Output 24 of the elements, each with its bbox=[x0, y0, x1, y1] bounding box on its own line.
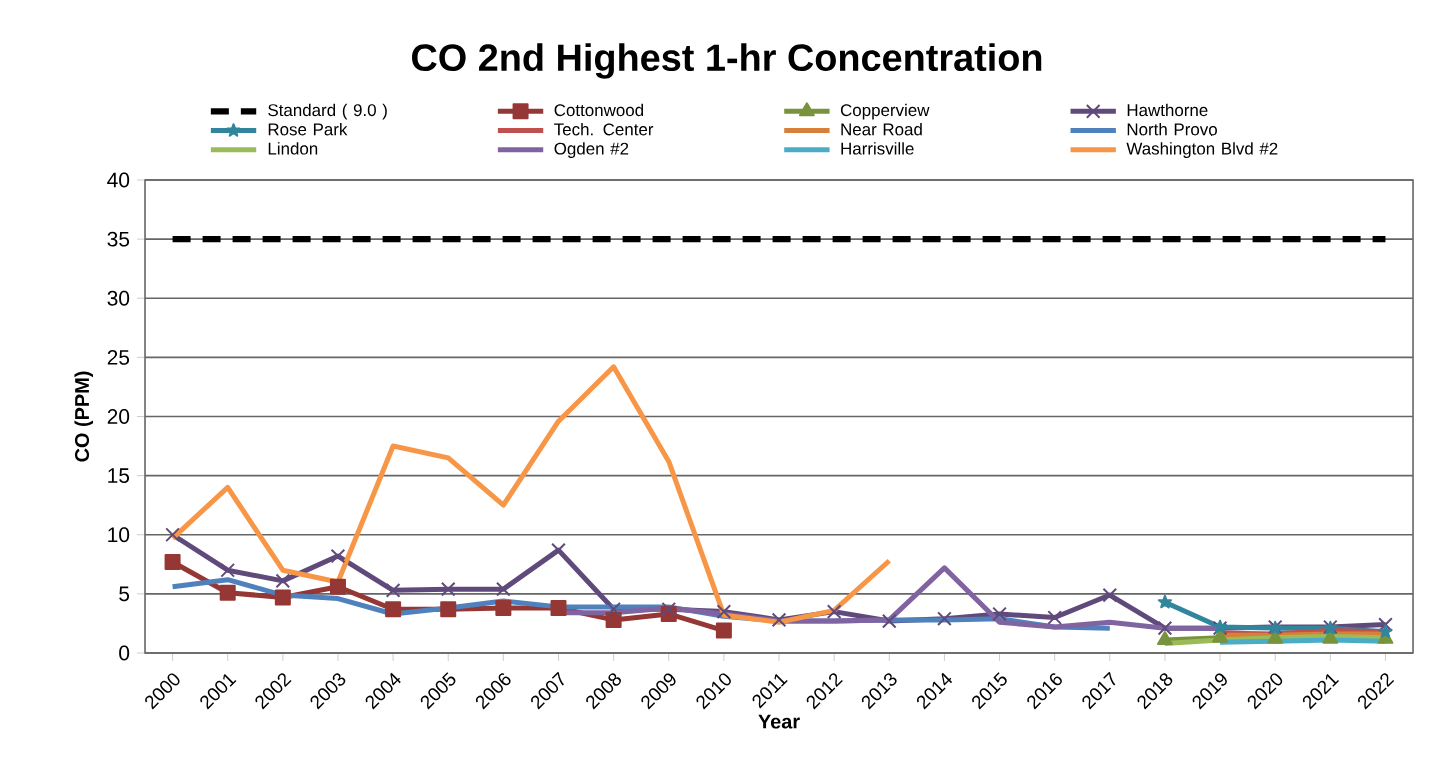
y-tick-label: 15 bbox=[108, 468, 130, 483]
y-tick-label: 30 bbox=[107, 290, 130, 306]
legend-label: Washington Blvd #2 bbox=[1126, 142, 1278, 158]
y-tick-label: 40 bbox=[107, 172, 130, 188]
y-tick-label: 25 bbox=[107, 349, 130, 365]
legend-label: Standard ( 9.0 ) bbox=[268, 103, 387, 120]
x-axis-title: Year bbox=[758, 714, 800, 729]
y-tick-label: 10 bbox=[108, 527, 130, 543]
y-tick-label: 35 bbox=[107, 231, 130, 247]
legend-label: Hawthorne bbox=[1127, 103, 1208, 117]
y-tick-label: 20 bbox=[107, 409, 130, 424]
y-axis-title: CO (PPM) bbox=[74, 371, 94, 462]
legend-label: Lindon bbox=[268, 142, 318, 155]
y-tick-label: 5 bbox=[119, 586, 130, 602]
legend-label: Ogden #2 bbox=[554, 142, 629, 158]
legend-label: North Provo bbox=[1127, 122, 1217, 136]
legend-label: Cottonwood bbox=[554, 103, 644, 117]
chart-title: CO 2nd Highest 1-hr Concentration bbox=[412, 43, 1042, 79]
legend-label: Harrisville bbox=[841, 142, 914, 155]
legend-label: Near Road bbox=[841, 122, 922, 136]
legend-label: Tech. Center bbox=[554, 122, 654, 136]
legend-label: Copperview bbox=[840, 103, 930, 120]
legend-label: Rose Park bbox=[268, 122, 348, 136]
y-tick-label: 0 bbox=[119, 645, 130, 661]
